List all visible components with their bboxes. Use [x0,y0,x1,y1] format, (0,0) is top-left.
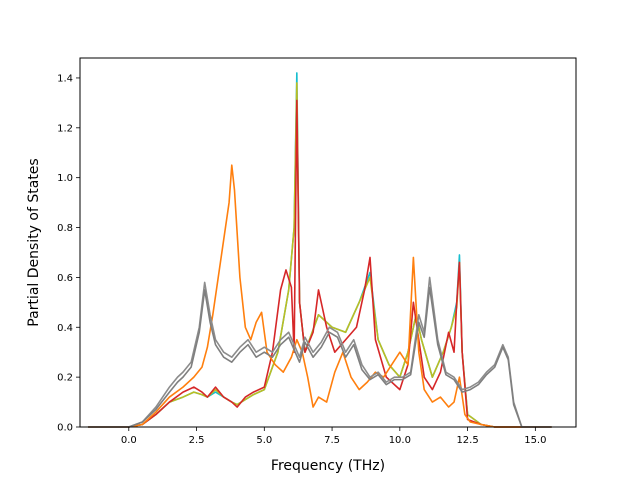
x-tick-label: 7.5 [324,435,340,446]
series-layer [88,72,552,428]
x-tick-label: 15.0 [524,435,546,446]
y-tick-label: 0.4 [57,323,73,334]
x-axis-label: Frequency (THz) [271,458,385,474]
series-line-3 [88,99,552,428]
y-tick-label: 1.4 [57,73,73,84]
y-tick-label: 1.2 [57,123,73,134]
x-tick-label: 5.0 [256,435,272,446]
y-tick-label: 0.6 [57,273,73,284]
x-tick-label: 2.5 [189,435,205,446]
series-line-6 [88,286,552,428]
y-tick-label: 0.0 [57,423,73,434]
y-tick-label: 1.0 [57,173,73,184]
y-axis: 0.0 0.2 0.4 0.6 0.8 1.0 1.2 1.4 [57,73,80,434]
y-tick-label: 0.8 [57,223,73,234]
y-axis-label: Partial Density of States [26,158,42,326]
plot-frame [79,57,577,428]
x-tick-label: 10.0 [389,435,411,446]
series-line-5 [88,276,552,428]
x-tick-label: 0.0 [121,435,137,446]
y-tick-label: 0.2 [57,373,73,384]
x-tick-label: 12.5 [456,435,478,446]
x-axis: 0.0 2.5 5.0 7.5 10.0 12.5 15.0 [121,427,546,446]
